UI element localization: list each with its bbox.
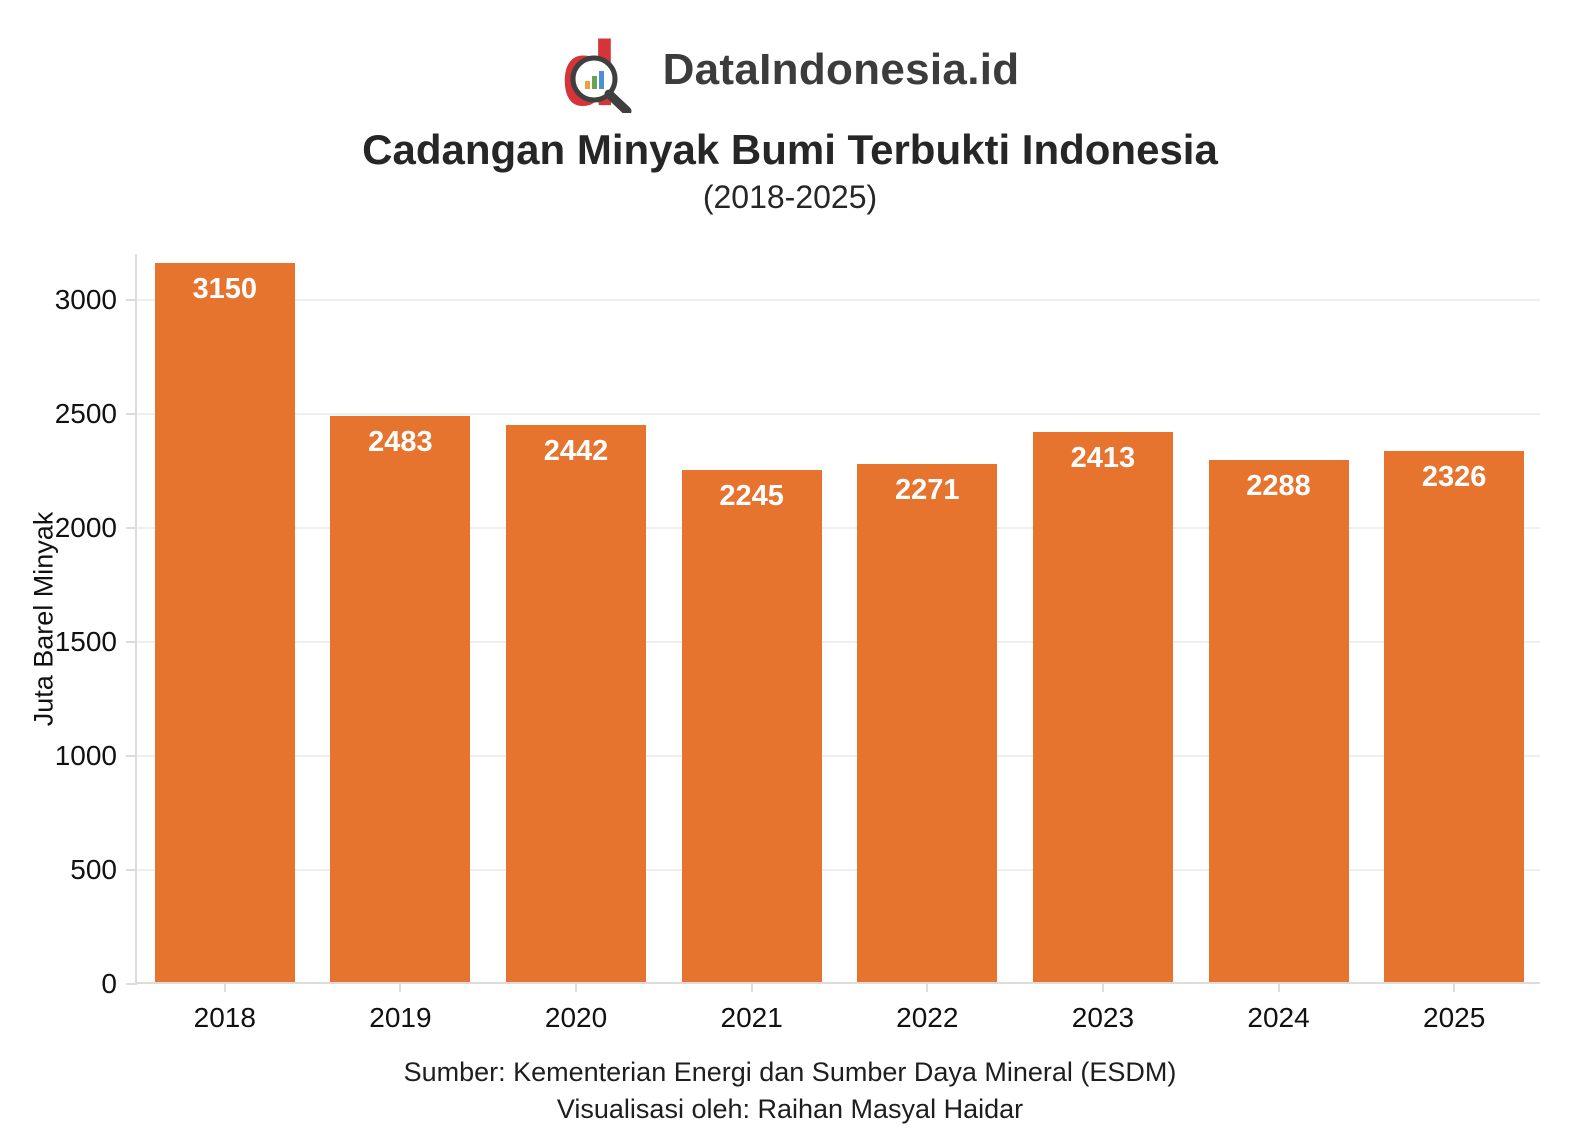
x-tick-mark-2018: [223, 984, 226, 992]
x-tick-mark-2023: [1101, 984, 1104, 992]
x-tick-label-2021: 2021: [720, 1002, 783, 1033]
x-tick-label-2025: 2025: [1423, 1002, 1486, 1033]
brand-name: DataIndonesia.id: [662, 45, 1020, 94]
y-tick-label-2000: 2000: [54, 511, 117, 543]
gridline-3000: [137, 298, 1540, 301]
x-tick-mark-2021: [750, 984, 753, 992]
bar-chart: Juta Barel Minyak 0 500 1000 1500 2000 2500 30…: [0, 254, 1580, 1044]
bar-value-label-2024: 2288: [1246, 470, 1311, 503]
bar-2021: 2245: [681, 469, 822, 982]
brand-logo: d DataIndonesia.id: [0, 26, 1580, 114]
x-tick-mark-2025: [1453, 984, 1456, 992]
bar-2018: 3150: [154, 263, 295, 982]
y-tick-mark-2000: [126, 526, 137, 529]
y-tick-label-0: 0: [101, 968, 117, 999]
x-tick-mark-2020: [575, 984, 578, 992]
x-tick-mark-2024: [1277, 984, 1280, 992]
bar-value-label-2019: 2483: [368, 425, 433, 458]
x-tick-label-2019: 2019: [369, 1002, 432, 1033]
chart-subtitle: (2018-2025): [702, 179, 878, 215]
x-tick-label-2023: 2023: [1071, 1002, 1135, 1033]
y-tick-label-1500: 1500: [54, 625, 117, 657]
y-tick-mark-1500: [126, 640, 137, 643]
y-tick-mark-3000: [126, 298, 137, 301]
bar-value-label-2020: 2442: [543, 434, 609, 467]
bar-2022: 2271: [857, 463, 998, 982]
y-tick-mark-500: [126, 868, 137, 871]
dataindonesia-logo-icon: d: [561, 27, 632, 113]
chart-title: Cadangan Minyak Bumi Terbukti Indonesia: [362, 126, 1218, 173]
gridline-1000: [137, 754, 1540, 757]
bar-value-label-2021: 2245: [719, 479, 784, 512]
bar-2025: 2326: [1384, 451, 1525, 982]
bar-value-label-2023: 2413: [1070, 441, 1136, 474]
y-tick-mark-2500: [126, 412, 137, 415]
y-tick-label-1000: 1000: [54, 739, 117, 771]
y-axis-label: Juta Barel Minyak: [28, 511, 59, 727]
y-tick-mark-0: [126, 983, 137, 985]
x-tick-label-2024: 2024: [1247, 1002, 1310, 1033]
header: d DataIndonesia.id Cadangan Minyak Bumi …: [0, 0, 1580, 216]
bar-value-label-2025: 2326: [1421, 461, 1487, 494]
y-tick-mark-1000: [126, 754, 137, 757]
bar-2023: 2413: [1032, 431, 1173, 982]
gridline-2000: [137, 526, 1540, 529]
credit-text: Visualisasi oleh: Raihan Masyal Haidar: [556, 1094, 1024, 1124]
bar-2024: 2288: [1208, 460, 1349, 982]
x-tick-label-2022: 2022: [896, 1002, 959, 1033]
x-tick-label-2020: 2020: [544, 1002, 608, 1033]
bar-value-label-2022: 2271: [895, 473, 960, 506]
x-tick-mark-2019: [399, 984, 402, 992]
x-tick-label-2018: 2018: [193, 1002, 256, 1033]
bar-2020: 2442: [506, 424, 647, 982]
gridline-500: [137, 868, 1540, 871]
gridline-1500: [137, 640, 1540, 643]
gridline-2500: [137, 412, 1540, 415]
source-text: Sumber: Kementerian Energi dan Sumber Da…: [403, 1057, 1177, 1087]
y-tick-label-500: 500: [70, 853, 117, 885]
y-tick-label-2500: 2500: [54, 397, 117, 429]
bar-value-label-2018: 3150: [192, 273, 258, 306]
y-tick-label-3000: 3000: [54, 283, 117, 315]
bar-2019: 2483: [330, 415, 471, 982]
footer: Sumber: Kementerian Energi dan Sumber Da…: [0, 1054, 1580, 1128]
plot-area: 0 500 1000 1500 2000 2500 3000 3150 2018 2483 2019…: [55, 254, 1540, 1033]
x-tick-mark-2022: [926, 984, 929, 992]
